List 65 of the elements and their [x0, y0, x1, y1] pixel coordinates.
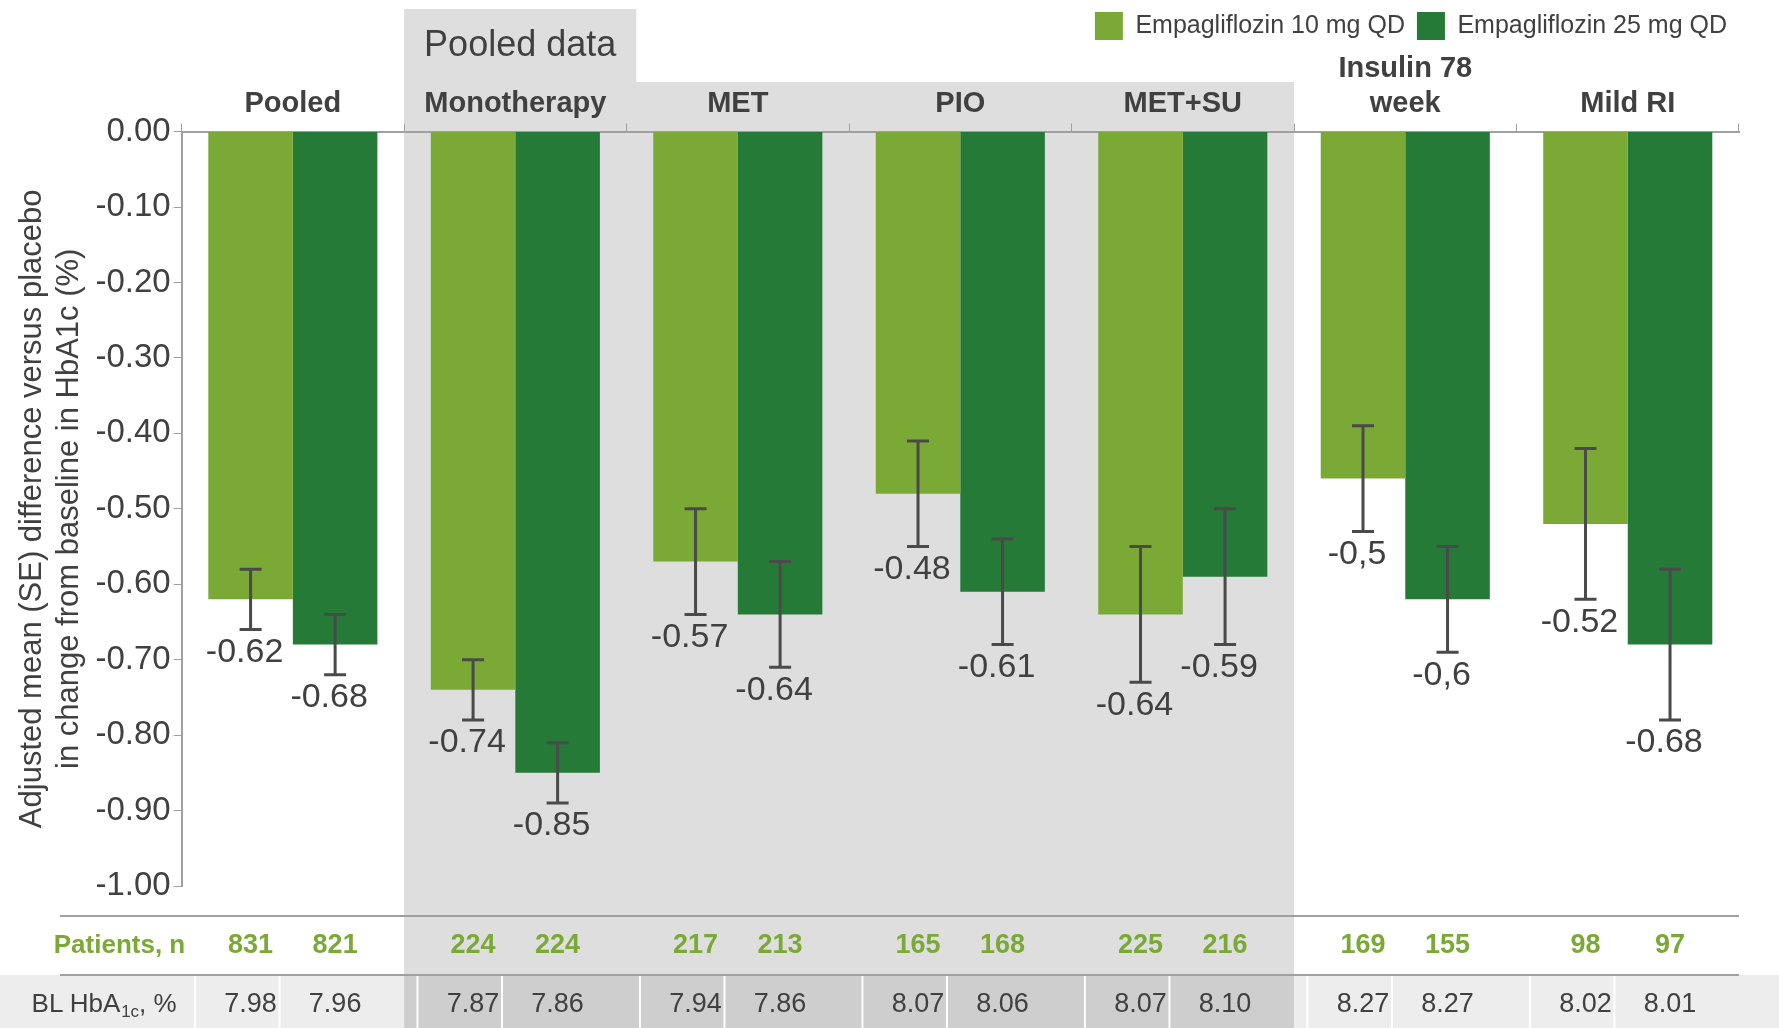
text: 8.02 — [1559, 987, 1612, 1018]
data-label: -0.64 — [1095, 683, 1174, 722]
x-tick-label: Pooled — [244, 86, 342, 119]
y-tick-label: -0.40 — [95, 412, 171, 450]
data-label: -0.74 — [428, 721, 506, 760]
data-label: -0.59 — [1180, 645, 1258, 684]
text: 7.98 — [224, 987, 277, 1018]
y-tick-label: -0.60 — [95, 563, 171, 601]
text: 97 — [1655, 928, 1686, 959]
text: 821 — [312, 928, 358, 959]
data-label: -0,6 — [1412, 653, 1471, 692]
y-tick-label: -0.80 — [95, 714, 171, 752]
text: 224 — [535, 928, 581, 959]
y-tick-label: -0.30 — [95, 337, 171, 375]
text: 224 — [450, 928, 496, 959]
text: 168 — [980, 928, 1026, 959]
text: 8.27 — [1336, 987, 1390, 1018]
text: 8.07 — [891, 987, 945, 1018]
text: 8.07 — [1114, 987, 1167, 1018]
x-tick-label: MET — [707, 86, 769, 119]
text: 213 — [757, 928, 803, 959]
data-label: -0.62 — [205, 630, 284, 669]
text: 7.96 — [308, 987, 362, 1018]
band-label: Pooled data — [424, 22, 618, 64]
text: 8.10 — [1198, 987, 1252, 1018]
y-tick-label: -0.70 — [95, 638, 171, 676]
y-tick-label: -0.50 — [95, 487, 171, 525]
text: 155 — [1425, 928, 1471, 959]
text: 169 — [1340, 928, 1386, 959]
data-label: -0.68 — [1625, 721, 1703, 760]
data-label: -0,5 — [1327, 532, 1387, 571]
text: 7.87 — [446, 987, 500, 1018]
text: Patients, n — [53, 928, 186, 959]
data-label: -0.57 — [650, 615, 729, 654]
text: 225 — [1118, 928, 1164, 959]
text: 216 — [1202, 928, 1248, 959]
x-tick-label: MET+SU — [1123, 86, 1243, 119]
text: 7.86 — [753, 987, 807, 1018]
data-label: -0.48 — [873, 547, 951, 586]
y-tick-label: -0.90 — [95, 789, 171, 827]
y-tick-label: -0.10 — [95, 186, 171, 224]
data-label: -0.64 — [735, 668, 813, 707]
text: 7.86 — [531, 987, 584, 1018]
text: 217 — [673, 928, 719, 959]
x-tick-label: PIO — [935, 86, 986, 119]
text: 7.94 — [669, 987, 722, 1018]
legend-label: Empagliflozin 10 mg QD — [1135, 9, 1405, 38]
y-tick-label: 0.00 — [106, 110, 171, 148]
y-axis-title: Adjusted mean (SE) difference versus placebo in change from baseline in HbA1c (%) — [13, 189, 86, 829]
text: 8.06 — [976, 987, 1029, 1018]
data-label: -0.61 — [957, 645, 1036, 684]
x-tick-label: Insulin 78 week — [1338, 51, 1473, 119]
text: 165 — [895, 928, 941, 959]
y-tick-label: -1.00 — [95, 865, 171, 903]
text: 8.01 — [1643, 987, 1697, 1018]
data-label: -0.68 — [290, 676, 368, 715]
y-tick-label: -0.20 — [95, 261, 171, 299]
data-label: -0.85 — [512, 804, 591, 843]
data-label: -0.52 — [1540, 600, 1619, 639]
text: 98 — [1570, 928, 1601, 959]
text: 8.27 — [1421, 987, 1474, 1018]
x-tick-label: Monotherapy — [424, 86, 607, 119]
text: 831 — [228, 928, 274, 959]
x-tick-label: Mild RI — [1580, 86, 1676, 119]
legend-label: Empagliflozin 25 mg QD — [1457, 9, 1728, 38]
